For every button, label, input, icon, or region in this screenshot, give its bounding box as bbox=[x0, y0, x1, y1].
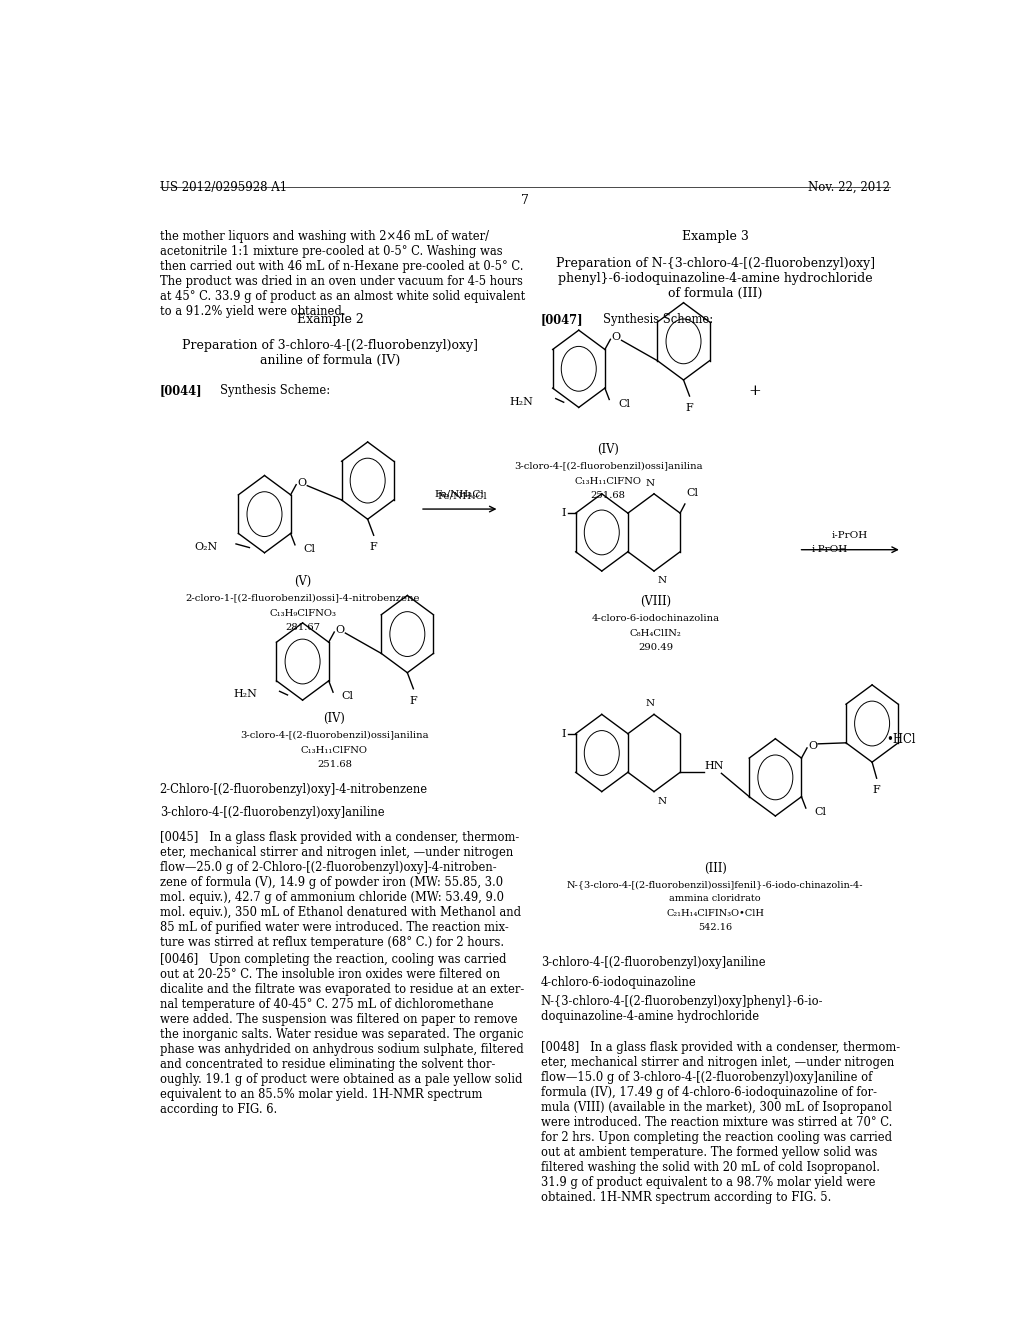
Text: •HCl: •HCl bbox=[886, 733, 915, 746]
Text: F: F bbox=[686, 403, 693, 413]
Text: Example 2: Example 2 bbox=[297, 313, 364, 326]
Text: C₁₃H₉ClFNO₃: C₁₃H₉ClFNO₃ bbox=[269, 609, 336, 618]
Text: F: F bbox=[370, 543, 378, 552]
Text: N-{3-chloro-4-[(2-fluorobenzyl)oxy]phenyl}-6-io-
doquinazoline-4-amine hydrochlo: N-{3-chloro-4-[(2-fluorobenzyl)oxy]pheny… bbox=[541, 995, 823, 1023]
Text: (IV): (IV) bbox=[324, 713, 345, 725]
Text: Cl: Cl bbox=[304, 544, 315, 554]
Text: Fe/NH₄Cl: Fe/NH₄Cl bbox=[435, 490, 484, 499]
Text: +: + bbox=[749, 384, 761, 399]
Text: 542.16: 542.16 bbox=[698, 923, 732, 932]
Text: N: N bbox=[658, 797, 667, 805]
Text: (V): (V) bbox=[294, 576, 311, 589]
Text: 3-chloro-4-[(2-fluorobenzyl)oxy]aniline: 3-chloro-4-[(2-fluorobenzyl)oxy]aniline bbox=[160, 805, 384, 818]
Text: Cl: Cl bbox=[342, 692, 354, 701]
Text: 4-chloro-6-iodoquinazoline: 4-chloro-6-iodoquinazoline bbox=[541, 975, 696, 989]
Text: US 2012/0295928 A1: US 2012/0295928 A1 bbox=[160, 181, 287, 194]
Text: C₁₃H₁₁ClFNO: C₁₃H₁₁ClFNO bbox=[301, 746, 368, 755]
Text: (IV): (IV) bbox=[597, 444, 620, 455]
Text: 3-cloro-4-[(2-fluorobenzil)ossi]anilina: 3-cloro-4-[(2-fluorobenzil)ossi]anilina bbox=[514, 461, 702, 470]
Text: 3-chloro-4-[(2-fluorobenzyl)oxy]aniline: 3-chloro-4-[(2-fluorobenzyl)oxy]aniline bbox=[541, 956, 765, 969]
Text: Synthesis Scheme:: Synthesis Scheme: bbox=[220, 384, 330, 397]
Text: [0044]: [0044] bbox=[160, 384, 203, 397]
Text: HN: HN bbox=[705, 762, 724, 771]
Text: [0048]   In a glass flask provided with a condenser, thermom-
eter, mechanical s: [0048] In a glass flask provided with a … bbox=[541, 1040, 900, 1204]
Text: O: O bbox=[297, 478, 306, 487]
Text: 251.68: 251.68 bbox=[316, 760, 352, 770]
Text: 3-cloro-4-[(2-fluorobenzil)ossi]anilina: 3-cloro-4-[(2-fluorobenzil)ossi]anilina bbox=[240, 731, 429, 739]
Text: O: O bbox=[335, 624, 344, 635]
Text: Preparation of N-{3-chloro-4-[(2-fluorobenzyl)oxy]
phenyl}-6-iodoquinazoline-4-a: Preparation of N-{3-chloro-4-[(2-fluorob… bbox=[556, 257, 874, 300]
Text: (III): (III) bbox=[703, 862, 727, 875]
Text: O: O bbox=[808, 741, 817, 751]
Text: 2-Chloro-[(2-fluorobenzyl)oxy]-4-nitrobenzene: 2-Chloro-[(2-fluorobenzyl)oxy]-4-nitrobe… bbox=[160, 784, 428, 796]
Text: i-PrOH: i-PrOH bbox=[833, 531, 868, 540]
Text: O: O bbox=[611, 333, 621, 342]
Text: the mother liquors and washing with 2×46 mL of water/
acetonitrile 1:1 mixture p: the mother liquors and washing with 2×46… bbox=[160, 230, 525, 318]
Text: N: N bbox=[645, 479, 654, 487]
Text: N: N bbox=[645, 700, 654, 709]
Text: 251.68: 251.68 bbox=[591, 491, 626, 500]
Text: Cl: Cl bbox=[814, 807, 826, 817]
Text: Nov. 22, 2012: Nov. 22, 2012 bbox=[808, 181, 890, 194]
Text: 7: 7 bbox=[521, 194, 528, 207]
Text: Preparation of 3-chloro-4-[(2-fluorobenzyl)oxy]
aniline of formula (IV): Preparation of 3-chloro-4-[(2-fluorobenz… bbox=[182, 339, 478, 367]
Text: ammina cloridrato: ammina cloridrato bbox=[670, 894, 761, 903]
Text: Synthesis Scheme:: Synthesis Scheme: bbox=[602, 313, 713, 326]
Text: F: F bbox=[872, 785, 881, 796]
Text: C₂₁H₁₄ClFIN₃O•ClH: C₂₁H₁₄ClFIN₃O•ClH bbox=[667, 908, 764, 917]
Text: C₁₃H₁₁ClFNO: C₁₃H₁₁ClFNO bbox=[574, 477, 642, 486]
Text: I: I bbox=[561, 729, 566, 739]
Text: 281.67: 281.67 bbox=[285, 623, 321, 632]
Text: i-PrOH: i-PrOH bbox=[812, 545, 848, 553]
Text: H₂N: H₂N bbox=[510, 396, 534, 407]
Text: I: I bbox=[561, 508, 566, 519]
Text: Fe/NH₄Cl: Fe/NH₄Cl bbox=[437, 492, 487, 500]
Text: [0045]   In a glass flask provided with a condenser, thermom-
eter, mechanical s: [0045] In a glass flask provided with a … bbox=[160, 832, 521, 949]
Text: 4-cloro-6-iodochinazolina: 4-cloro-6-iodochinazolina bbox=[592, 614, 720, 623]
Text: N: N bbox=[658, 576, 667, 585]
Text: 290.49: 290.49 bbox=[638, 643, 674, 652]
Text: C₈H₄ClIN₂: C₈H₄ClIN₂ bbox=[630, 630, 682, 638]
Text: 2-cloro-1-[(2-fluorobenzil)ossi]-4-nitrobenzene: 2-cloro-1-[(2-fluorobenzil)ossi]-4-nitro… bbox=[185, 594, 420, 602]
Text: [0047]: [0047] bbox=[541, 313, 584, 326]
Text: Cl: Cl bbox=[617, 399, 630, 409]
Text: Cl: Cl bbox=[686, 488, 698, 498]
Text: (VIII): (VIII) bbox=[640, 595, 672, 609]
Text: N-{3-cloro-4-[(2-fluorobenzil)ossi]fenil}-6-iodo-chinazolin-4-: N-{3-cloro-4-[(2-fluorobenzil)ossi]fenil… bbox=[567, 880, 863, 890]
Text: F: F bbox=[410, 696, 417, 706]
Text: O₂N: O₂N bbox=[195, 543, 218, 552]
Text: H₂N: H₂N bbox=[233, 689, 257, 700]
Text: [0046]   Upon completing the reaction, cooling was carried
out at 20-25° C. The : [0046] Upon completing the reaction, coo… bbox=[160, 953, 524, 1117]
Text: Example 3: Example 3 bbox=[682, 230, 749, 243]
